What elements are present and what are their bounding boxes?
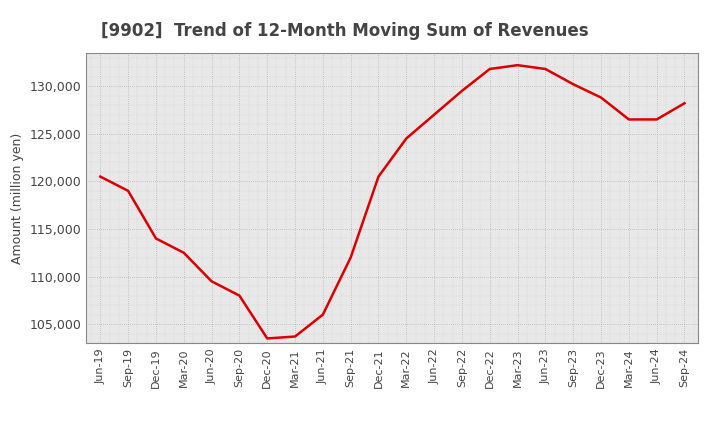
Text: [9902]  Trend of 12-Month Moving Sum of Revenues: [9902] Trend of 12-Month Moving Sum of R… [101,22,588,40]
Y-axis label: Amount (million yen): Amount (million yen) [11,132,24,264]
